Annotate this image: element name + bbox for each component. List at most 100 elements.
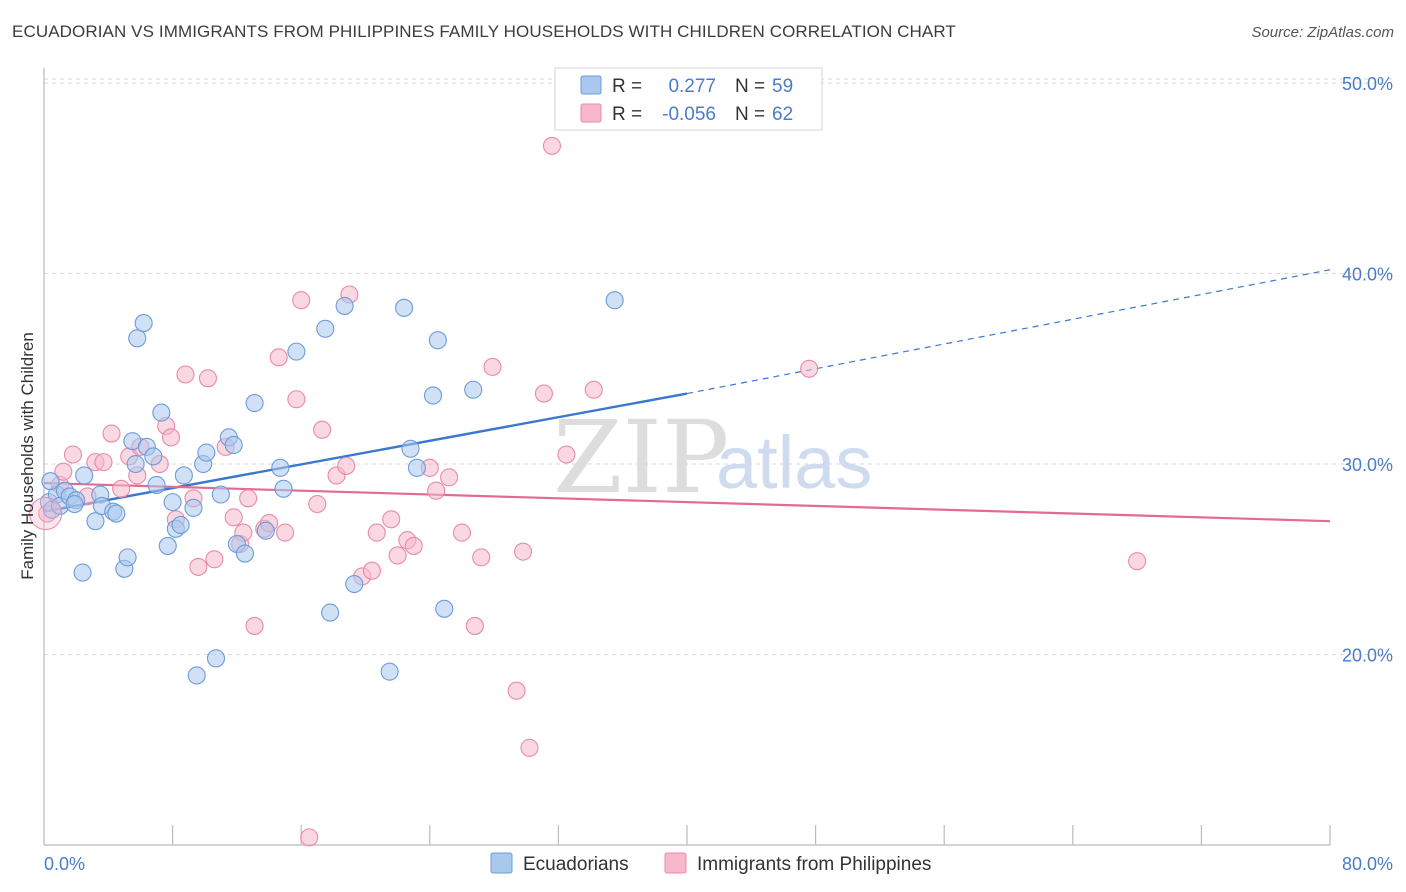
ecuadorian-point	[423, 386, 443, 405]
watermark-zip: ZIP	[553, 399, 729, 516]
ecuadorian-point	[271, 458, 290, 477]
ecuadorian-point	[118, 548, 137, 567]
ecuadorian-point	[86, 512, 105, 531]
philippines-point	[367, 523, 386, 542]
stats-legend: R = 0.277 N = 59 R = -0.056 N = 62	[554, 67, 823, 131]
philippines-point	[440, 468, 459, 487]
philippines-point	[112, 479, 131, 498]
chart-title: ECUADORIAN VS IMMIGRANTS FROM PHILIPPINE…	[12, 22, 956, 41]
ecuadorian-point	[206, 649, 226, 668]
philippines-point	[542, 136, 562, 155]
y-tick-label: 20.0%	[1342, 646, 1393, 666]
philippines-point	[534, 384, 553, 403]
ecuadorian-point	[65, 494, 84, 514]
data-points	[29, 136, 1147, 847]
philippines-point	[102, 424, 121, 443]
legend-swatch-pink	[580, 103, 602, 123]
ecuadorian-point	[224, 435, 243, 455]
ecuadorian-point	[256, 521, 275, 540]
ecuadorian-point	[187, 666, 206, 685]
bottom-legend-swatch-philippines	[664, 852, 687, 874]
ecuadorian-point	[171, 515, 190, 535]
philippines-point	[189, 557, 208, 576]
ecuadorian-point	[407, 458, 426, 477]
philippines-point	[161, 428, 181, 447]
y-tick-labels: 20.0% 30.0% 40.0% 50.0%	[1342, 74, 1393, 665]
philippines-point	[584, 380, 603, 399]
philippines-point	[557, 445, 576, 464]
ecuadorian-point	[211, 485, 230, 504]
philippines-point	[239, 489, 258, 508]
ecuadorian-point	[152, 403, 171, 422]
philippines-point	[198, 369, 218, 388]
ecuadorian-point	[395, 298, 414, 317]
ecuadorian-point	[134, 314, 153, 333]
source-credit: Source: ZipAtlas.com	[1251, 24, 1394, 41]
legend-swatch-blue	[580, 75, 602, 95]
ecuadorian-point	[144, 447, 163, 466]
philippines-point	[308, 494, 327, 514]
philippines-point-large	[29, 497, 63, 531]
philippines-point	[362, 561, 381, 580]
philippines-point	[94, 453, 113, 472]
philippines-point	[54, 462, 73, 481]
bottom-legend-swatch-ecuadorians	[490, 852, 513, 874]
bottom-legend-ecuadorians: Ecuadorians	[523, 854, 629, 875]
legend-n-label-1: N =	[735, 76, 765, 97]
philippines-point	[382, 510, 401, 529]
ecuadorian-point	[163, 493, 182, 512]
ecuadorian-point	[321, 603, 340, 622]
ecuadorian-point	[75, 466, 94, 485]
philippines-point	[513, 542, 533, 561]
ecuadorian-point	[126, 454, 145, 474]
philippines-point	[427, 481, 446, 500]
legend-r-label-1: R =	[612, 76, 642, 97]
philippines-point	[224, 508, 243, 527]
philippines-point	[276, 523, 295, 542]
ecuadorian-point	[287, 342, 306, 361]
philippines-point	[176, 365, 195, 384]
philippines-point	[1128, 552, 1147, 571]
ecuadorian-point	[245, 394, 264, 413]
ecuadorian-point	[235, 544, 254, 563]
ecuadorian-point	[401, 439, 420, 458]
ecuadorian-point	[41, 472, 60, 491]
philippines-point	[245, 616, 264, 635]
series-legend: Ecuadorians Immigrants from Philippines	[490, 852, 931, 875]
philippines-point	[287, 390, 306, 409]
ecuadorian-point	[73, 563, 92, 582]
ecuadorian-point	[435, 599, 454, 618]
philippines-point	[337, 456, 356, 475]
legend-r-value-2: -0.056	[662, 104, 716, 125]
ecuadorian-point	[274, 479, 293, 498]
philippines-point	[300, 828, 319, 847]
watermark-atlas: atlas	[716, 421, 872, 504]
philippines-point	[313, 420, 332, 439]
ecuadorian-point	[107, 504, 126, 523]
ecuadorian-point	[158, 536, 177, 555]
legend-r-value-1: 0.277	[668, 76, 716, 97]
legend-r-label-2: R =	[612, 104, 642, 125]
legend-n-value-2: 62	[772, 104, 793, 125]
y-tick-label: 40.0%	[1342, 265, 1393, 285]
ecuadorian-point	[128, 329, 147, 348]
axes	[43, 68, 1331, 846]
philippines-point	[452, 523, 472, 542]
x-tick-label-max: 80.0%	[1342, 854, 1393, 874]
philippines-point	[205, 550, 224, 569]
ecuadorian-point	[335, 296, 354, 315]
ecuadorian-point	[174, 466, 193, 485]
x-tick-label-min: 0.0%	[44, 854, 85, 874]
philippines-point	[63, 445, 82, 464]
philippines-point	[404, 536, 423, 555]
ecuadorian-point	[197, 443, 216, 462]
legend-n-value-1: 59	[772, 76, 793, 97]
ecuadorian-point	[605, 291, 624, 310]
bottom-legend-philippines: Immigrants from Philippines	[697, 854, 931, 875]
philippines-point	[388, 546, 407, 565]
philippines-point	[520, 738, 539, 757]
watermark: ZIP atlas	[553, 399, 872, 516]
philippines-point	[800, 359, 819, 378]
philippines-point	[472, 548, 491, 567]
